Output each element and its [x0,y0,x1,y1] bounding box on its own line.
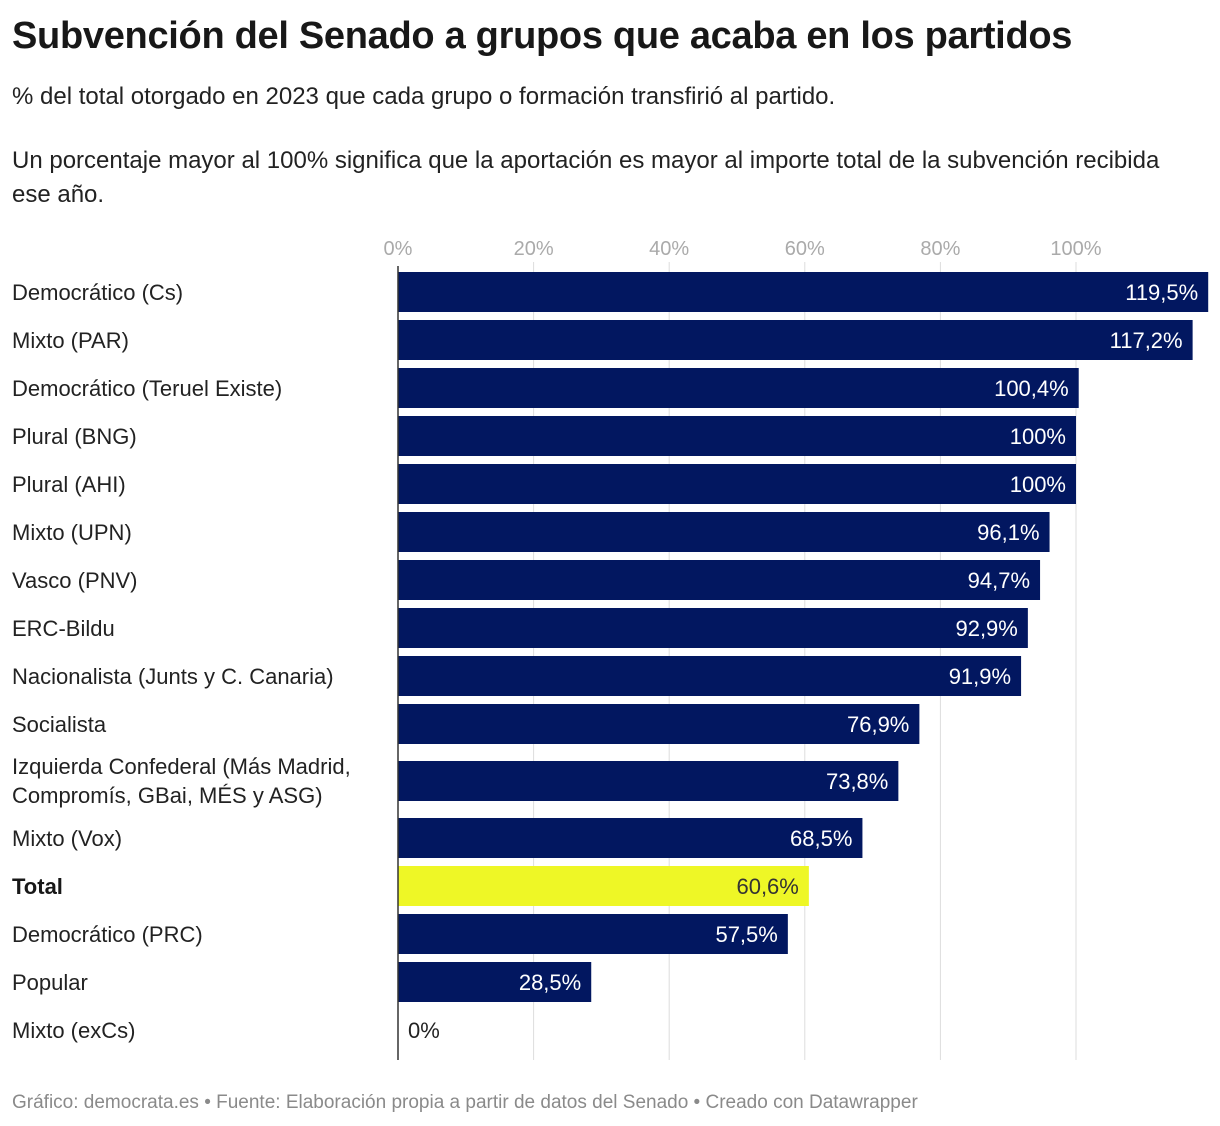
bar-value-label: 0% [408,1018,440,1043]
tick-label: 80% [920,238,960,260]
chart-subtitle: % del total otorgado en 2023 que cada gr… [12,83,836,110]
bar-value-label: 117,2% [1110,328,1183,353]
category-label: Democrático (Teruel Existe) [12,375,283,401]
category-label: Plural (BNG) [12,423,137,449]
bar-value-label: 68,5% [790,826,852,851]
bar-value-label: 94,7% [968,568,1030,593]
tick-label: 100% [1050,238,1101,260]
bar [398,866,809,906]
category-label: Popular [12,969,88,995]
category-label: Democrático (Cs) [12,279,184,305]
bar [398,656,1022,696]
bar-value-label: 96,1% [977,520,1039,545]
bar-value-label: 91,9% [949,664,1011,689]
category-label: Vasco (PNV) [12,567,138,593]
bar-value-label: 100% [1010,472,1066,497]
tick-label: 0% [384,238,413,260]
bar-value-label: 100,4% [994,376,1069,401]
bar [398,464,1076,504]
bar-value-label: 73,8% [826,769,888,794]
bar [398,704,920,744]
category-label: Nacionalista (Junts y C. Canaria) [12,663,334,689]
bars: 119,5% 117,2% 100,4% 100% 100% 96,1% 94,7% 92,9… [398,272,1209,1043]
category-label: Mixto (PAR) [12,327,129,353]
category-label: Total [12,873,63,899]
bar [398,560,1041,600]
category-label: Socialista [12,711,107,737]
chart-title: Subvención del Senado a grupos que acaba… [12,15,1073,57]
bar-value-label: 60,6% [736,874,798,899]
category-label: Izquierda Confederal (Más Madrid, Compro… [12,754,351,808]
bar [398,962,592,1002]
category-label: Plural (AHI) [12,471,126,497]
bar-value-label: 92,9% [955,616,1017,641]
tick-label: 60% [785,238,825,260]
chart-note: Un porcentaje mayor al 100% significa qu… [12,147,1160,208]
category-label: ERC-Bildu [12,615,115,641]
bar [398,320,1193,360]
bar-value-label: 119,5% [1125,280,1198,305]
category-label: Mixto (UPN) [12,519,132,545]
category-label: Democrático (PRC) [12,921,203,947]
category-label: Mixto (Vox) [12,825,123,851]
chart-footer: Gráfico: democrata.es • Fuente: Elaborac… [12,1092,918,1113]
category-label: Mixto (exCs) [12,1017,136,1043]
bar [398,416,1076,456]
chart-description: % del total otorgado en 2023 que cada gr… [12,80,1192,212]
bar-value-label: 100% [1010,424,1066,449]
bar [398,512,1050,552]
tick-label: 20% [514,238,554,260]
tick-label: 40% [649,238,689,260]
bar-value-label: 28,5% [519,970,581,995]
bar [398,914,788,954]
bar [398,272,1209,312]
bar [398,608,1028,648]
bar-value-label: 76,9% [847,712,909,737]
bar-value-label: 57,5% [715,922,777,947]
bar [398,818,863,858]
x-axis-ticks: 0% 20% 40% 60% 80% 100% [384,238,1102,260]
bar [398,761,899,801]
bar [398,368,1079,408]
